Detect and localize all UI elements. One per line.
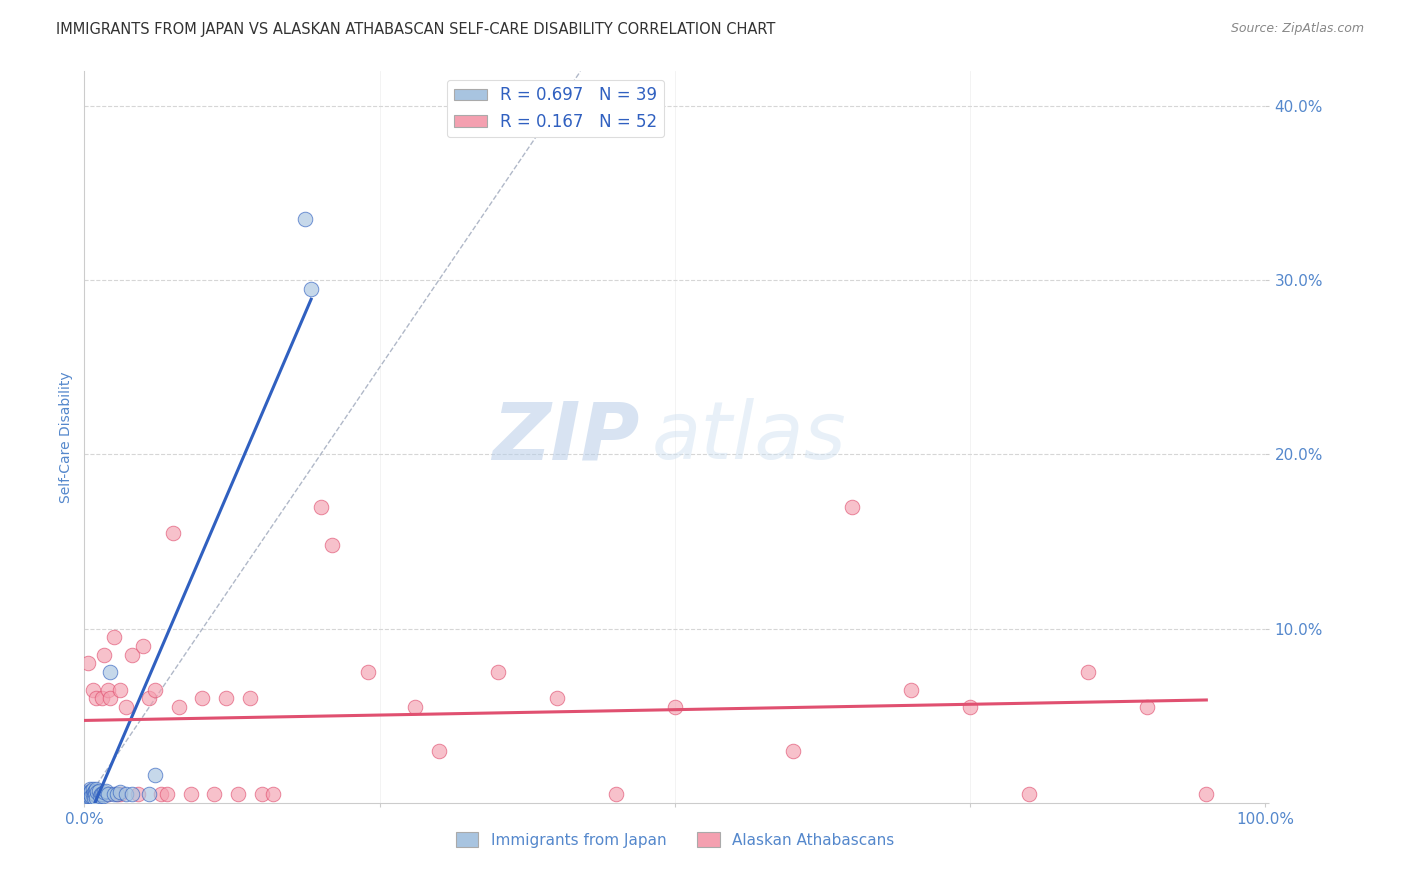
Point (82, 787, 104, 801)
Legend: Immigrants from Japan, Alaskan Athabascans: Immigrants from Japan, Alaskan Athabasca… (450, 825, 900, 854)
Text: IMMIGRANTS FROM JAPAN VS ALASKAN ATHABASCAN SELF-CARE DISABILITY CORRELATION CHA: IMMIGRANTS FROM JAPAN VS ALASKAN ATHABAS… (56, 22, 776, 37)
Point (114, 700, 136, 714)
Point (404, 700, 426, 714)
Point (138, 787, 160, 801)
Point (79, 787, 101, 801)
Point (191, 691, 214, 706)
Point (87, 783, 110, 797)
Point (108, 682, 131, 697)
Point (83, 787, 105, 801)
Point (94, 783, 117, 797)
Point (427, 743, 450, 757)
Point (97, 682, 120, 697)
Point (87, 787, 110, 801)
Point (180, 787, 202, 801)
Point (103, 631, 125, 645)
Point (138, 691, 160, 706)
Point (82, 682, 104, 697)
Point (156, 787, 179, 801)
Point (1195, 787, 1218, 801)
Point (1077, 665, 1099, 680)
Point (103, 787, 125, 801)
Point (83, 785, 105, 799)
Point (76, 787, 98, 801)
Point (121, 648, 143, 662)
Point (83, 790, 105, 805)
Point (162, 525, 184, 540)
Point (97, 787, 120, 801)
Point (98, 691, 121, 706)
Point (143, 682, 166, 697)
Point (150, 787, 173, 801)
Point (546, 691, 568, 706)
Point (215, 691, 238, 706)
Point (79, 783, 101, 797)
Point (132, 639, 155, 653)
Point (299, 282, 322, 296)
Point (93, 785, 115, 799)
Y-axis label: Self-Care Disability: Self-Care Disability (59, 371, 73, 503)
Point (84, 787, 107, 801)
Point (80, 789, 103, 803)
Point (959, 700, 981, 714)
Point (108, 785, 131, 799)
Point (76, 789, 98, 803)
Point (239, 691, 262, 706)
Point (77, 785, 100, 799)
Point (91, 787, 114, 801)
Point (321, 538, 343, 552)
Point (77, 787, 100, 801)
Text: Source: ZipAtlas.com: Source: ZipAtlas.com (1230, 22, 1364, 36)
Point (114, 787, 136, 801)
Point (143, 768, 166, 782)
Point (486, 665, 509, 680)
Point (262, 787, 284, 801)
Point (77, 657, 100, 671)
Point (90, 787, 112, 801)
Point (127, 787, 149, 801)
Point (250, 787, 273, 801)
Point (79, 781, 101, 796)
Point (84, 691, 107, 706)
Point (664, 700, 686, 714)
Point (82, 781, 104, 796)
Point (107, 787, 129, 801)
Point (900, 682, 922, 697)
Point (202, 787, 225, 801)
Point (226, 787, 249, 801)
Text: atlas: atlas (651, 398, 846, 476)
Point (89, 789, 111, 803)
Point (1018, 787, 1040, 801)
Point (841, 500, 863, 514)
Point (309, 500, 332, 514)
Point (91, 789, 114, 803)
Point (79, 785, 101, 799)
Point (91, 691, 114, 706)
Point (93, 648, 115, 662)
Point (77, 785, 100, 799)
Point (84, 781, 107, 796)
Text: ZIP: ZIP (492, 398, 640, 476)
Point (84, 787, 107, 801)
Point (79, 787, 101, 801)
Point (80, 783, 103, 797)
Point (1136, 700, 1159, 714)
Point (98, 665, 121, 680)
Point (121, 787, 143, 801)
Point (167, 700, 190, 714)
Point (77, 789, 100, 803)
Point (782, 743, 804, 757)
Point (108, 787, 131, 801)
Point (97, 787, 120, 801)
Point (75, 790, 97, 805)
Point (86, 785, 108, 799)
Point (107, 787, 129, 801)
Point (84, 790, 107, 805)
Point (357, 665, 380, 680)
Point (294, 212, 316, 227)
Point (84, 783, 107, 797)
Point (605, 787, 627, 801)
